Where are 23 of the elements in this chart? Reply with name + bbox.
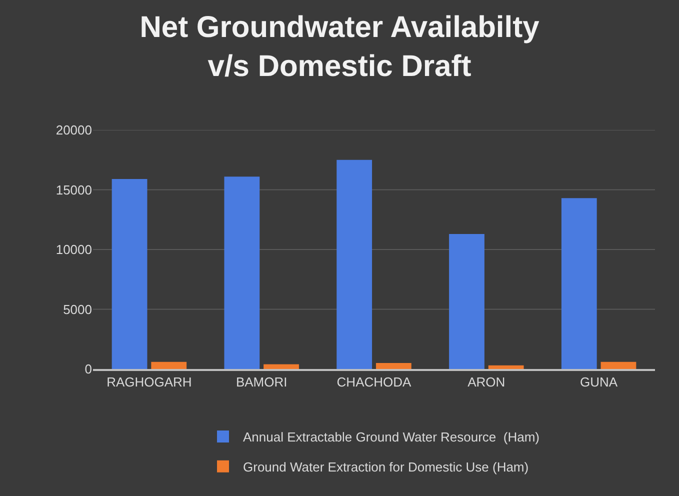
legend-label: Ground Water Extraction for Domestic Use (Ham) xyxy=(243,460,529,474)
y-tick-label: 5000 xyxy=(63,302,92,317)
x-tick-label: CHACHODA xyxy=(336,374,412,390)
legend-label: Annual Extractable Ground Water Resource (Ham) xyxy=(243,430,540,445)
bar xyxy=(376,363,412,369)
y-tick-label: 10000 xyxy=(56,242,92,258)
bar xyxy=(336,160,372,369)
x-tick-label: BAMORI xyxy=(236,374,288,390)
x-tick-label: RAGHOGARH xyxy=(106,374,192,390)
chart-title: Net Groundwater Availabilty v/s Domestic Draft xyxy=(140,11,540,84)
bar xyxy=(488,365,524,369)
bar xyxy=(561,198,597,369)
bar xyxy=(151,362,187,369)
x-tick-label: GUNA xyxy=(580,374,618,390)
y-tick-label: 20000 xyxy=(56,122,92,138)
y-tick-label: 15000 xyxy=(56,182,92,198)
bar xyxy=(112,179,148,369)
bar xyxy=(600,362,636,369)
x-tick-label: ARON xyxy=(468,374,506,390)
bar xyxy=(449,234,484,369)
bar xyxy=(264,364,299,369)
y-tick-label: 0 xyxy=(84,362,92,377)
bar xyxy=(224,176,260,369)
